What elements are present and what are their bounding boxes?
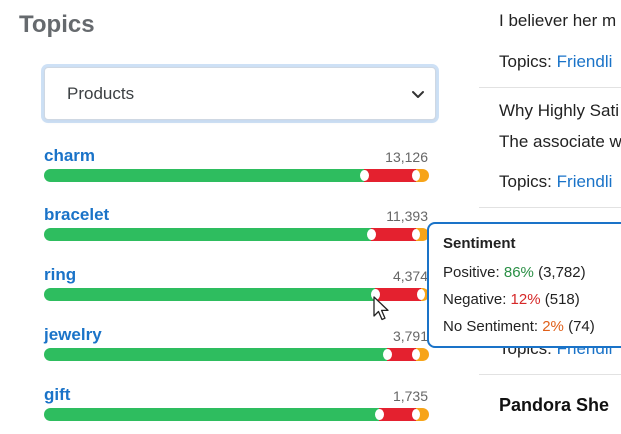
mouse-pointer-icon — [373, 296, 389, 321]
topic-link[interactable]: ring — [44, 265, 77, 284]
sentiment-bar[interactable] — [44, 288, 429, 301]
mention-topics: Topics: Friendli — [499, 52, 612, 72]
select-value: Products — [67, 83, 135, 103]
mention-text: I believer her m — [499, 11, 617, 30]
sentiment-bar[interactable] — [44, 408, 429, 421]
tooltip-positive-count: (3,782) — [538, 264, 586, 281]
topic-count: 11,393 — [386, 208, 428, 224]
topic-link[interactable]: Friendli — [556, 172, 613, 191]
topic-link[interactable]: Friendli — [556, 52, 613, 71]
sentiment-bar[interactable] — [44, 228, 429, 241]
sentiment-tooltip: Sentiment Positive: 86% (3,782) Negative… — [427, 222, 621, 348]
divider — [479, 207, 621, 208]
tooltip-negative-label: Negative: — [443, 291, 507, 308]
bar-positive-segment — [44, 408, 384, 421]
topic-link[interactable]: bracelet — [44, 205, 110, 224]
tooltip-negative-pct: 12% — [510, 291, 541, 308]
mentions-list: I believer her m Topics: Friendli Why Hi… — [479, 0, 621, 434]
bar-no-sentiment-segment — [421, 288, 429, 301]
bar-negative-segment — [371, 228, 420, 241]
sentiment-bar[interactable] — [44, 169, 429, 182]
tooltip-no-sentiment-pct: 2% — [542, 318, 564, 335]
tooltip-no-sentiment-count: (74) — [568, 318, 595, 335]
divider — [479, 374, 621, 375]
tooltip-negative-count: (518) — [544, 291, 580, 308]
tooltip-title: Sentiment — [443, 235, 516, 252]
tooltip-positive-row: Positive: 86% (3,782) — [443, 259, 621, 286]
mention-topics-label: Topics: — [499, 52, 552, 71]
mention-topics: Topics: Friendli — [499, 172, 612, 192]
tooltip-negative-row: Negative: 12% (518) — [443, 286, 621, 313]
topic-count: 4,374 — [392, 268, 428, 284]
chevron-down-icon — [412, 90, 424, 98]
mention-topics-label: Topics: — [499, 172, 552, 191]
bar-negative-segment — [363, 169, 420, 182]
bar-positive-segment — [44, 169, 369, 182]
topic-count: 3,791 — [392, 328, 428, 344]
tooltip-no-sentiment-label: No Sentiment: — [443, 318, 539, 335]
bar-positive-segment — [44, 228, 377, 241]
tooltip-positive-label: Positive: — [443, 264, 500, 281]
topic-count: 1,735 — [392, 388, 428, 404]
tooltip-no-sentiment-row: No Sentiment: 2% (74) — [443, 313, 621, 340]
topic-count: 13,126 — [385, 149, 428, 165]
sentiment-bar[interactable] — [44, 348, 429, 361]
topic-category-select[interactable]: Products — [44, 67, 436, 120]
tooltip-positive-pct: 86% — [503, 264, 534, 281]
divider — [479, 87, 621, 88]
topic-item-jewelry: jewelry 3,791 — [44, 325, 429, 365]
topic-item-gift: gift 1,735 — [44, 385, 429, 425]
bar-negative-segment — [375, 288, 426, 301]
bar-negative-segment — [386, 348, 420, 361]
topic-item-charm: charm 13,126 — [44, 146, 429, 186]
mention-text: Why Highly Sati — [499, 101, 619, 120]
topic-link[interactable]: jewelry — [44, 325, 102, 344]
bar-positive-segment — [44, 348, 392, 361]
bar-positive-segment — [44, 288, 381, 301]
topic-item-ring: ring 4,374 — [44, 265, 429, 305]
topic-link[interactable]: gift — [44, 385, 71, 404]
topic-item-bracelet: bracelet 11,393 — [44, 205, 429, 245]
mention-heading[interactable]: Pandora She — [499, 395, 610, 415]
mention-text: The associate w — [499, 132, 621, 151]
topic-link[interactable]: charm — [44, 146, 96, 165]
panel-title: Topics — [19, 11, 95, 38]
bar-negative-segment — [378, 408, 420, 421]
